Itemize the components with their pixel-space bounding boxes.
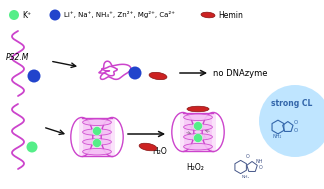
Text: O: O bbox=[246, 154, 250, 159]
Ellipse shape bbox=[83, 119, 111, 125]
Circle shape bbox=[129, 67, 142, 80]
Ellipse shape bbox=[83, 129, 111, 135]
Circle shape bbox=[193, 122, 202, 131]
Circle shape bbox=[27, 142, 38, 153]
FancyBboxPatch shape bbox=[79, 119, 115, 155]
Circle shape bbox=[92, 126, 101, 136]
Text: O: O bbox=[293, 120, 297, 125]
Text: NH: NH bbox=[255, 159, 263, 164]
Ellipse shape bbox=[83, 149, 111, 155]
Bar bbox=[83, 118, 111, 156]
Text: H₂O: H₂O bbox=[153, 146, 168, 156]
Ellipse shape bbox=[83, 139, 111, 145]
Text: no DNAzyme: no DNAzyme bbox=[213, 68, 267, 77]
Ellipse shape bbox=[139, 143, 157, 151]
Ellipse shape bbox=[184, 124, 213, 130]
Bar bbox=[184, 113, 212, 151]
Text: K⁺: K⁺ bbox=[22, 11, 31, 19]
Text: O: O bbox=[294, 128, 298, 132]
Circle shape bbox=[9, 10, 19, 20]
Circle shape bbox=[193, 133, 202, 143]
Text: NH₂: NH₂ bbox=[272, 134, 282, 139]
Circle shape bbox=[28, 70, 40, 83]
Ellipse shape bbox=[187, 106, 209, 112]
Text: H₂O₂: H₂O₂ bbox=[186, 163, 204, 171]
Text: PS2.M: PS2.M bbox=[6, 53, 29, 61]
FancyBboxPatch shape bbox=[180, 114, 216, 150]
Ellipse shape bbox=[184, 114, 213, 121]
Circle shape bbox=[259, 85, 324, 157]
Text: NH₂: NH₂ bbox=[242, 175, 250, 179]
Text: Hemin: Hemin bbox=[218, 11, 243, 19]
Circle shape bbox=[50, 9, 61, 20]
Ellipse shape bbox=[184, 134, 213, 140]
Ellipse shape bbox=[201, 12, 215, 18]
Circle shape bbox=[92, 139, 101, 147]
Ellipse shape bbox=[149, 72, 167, 80]
Text: Li⁺, Na⁺, NH₄⁺, Zn²⁺, Mg²⁺, Ca²⁺: Li⁺, Na⁺, NH₄⁺, Zn²⁺, Mg²⁺, Ca²⁺ bbox=[64, 12, 175, 19]
Text: strong CL: strong CL bbox=[271, 99, 313, 108]
Text: O: O bbox=[259, 165, 262, 170]
Ellipse shape bbox=[184, 143, 213, 150]
